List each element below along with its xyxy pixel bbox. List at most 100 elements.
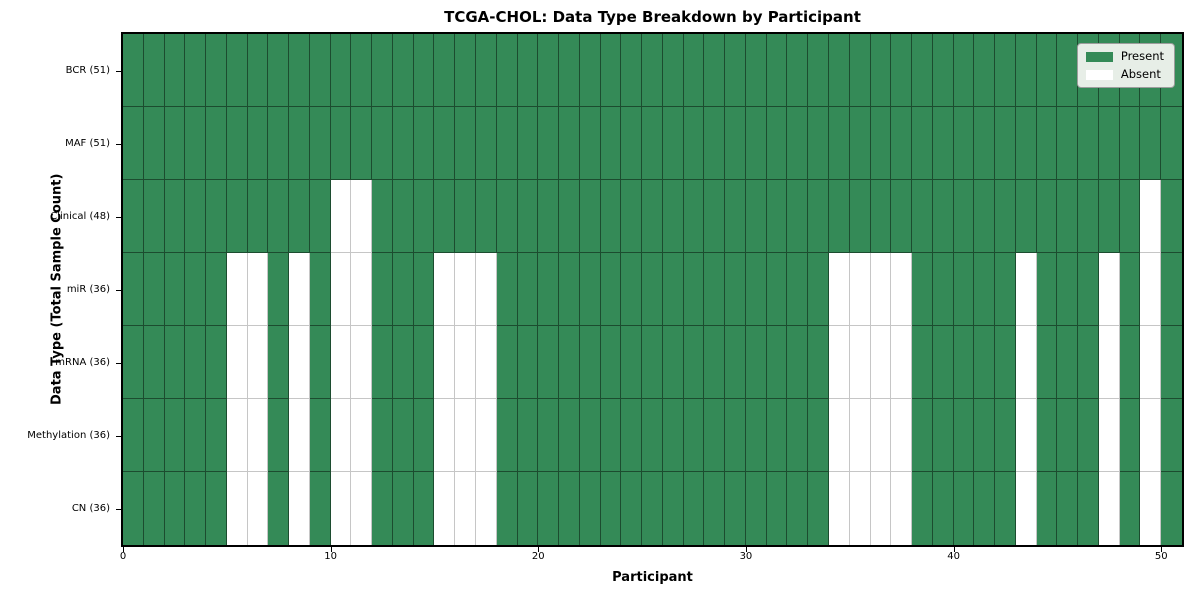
y-tick-mark <box>116 508 121 510</box>
heatmap-cell <box>413 34 435 107</box>
heatmap-cell <box>455 34 476 107</box>
heatmap-cell <box>891 34 913 107</box>
heatmap-cell <box>1015 472 1037 545</box>
heatmap-cell <box>164 326 186 399</box>
heatmap-cell <box>1098 472 1120 545</box>
heatmap-cell <box>434 107 456 180</box>
heatmap-cell <box>351 326 373 399</box>
heatmap-cell <box>683 34 705 107</box>
heatmap-cell <box>600 472 622 545</box>
heatmap-cell <box>1140 180 1162 253</box>
heatmap-cell <box>870 180 892 253</box>
heatmap-cell <box>766 472 788 545</box>
heatmap-cell <box>849 34 871 107</box>
heatmap-cell <box>185 399 207 472</box>
heatmap-cell <box>475 107 497 180</box>
heatmap-cell <box>289 399 310 472</box>
heatmap-cell <box>247 107 269 180</box>
heatmap-cell <box>662 399 684 472</box>
heatmap-cell <box>496 472 518 545</box>
heatmap-cell <box>828 180 850 253</box>
heatmap-cell <box>725 472 746 545</box>
heatmap-cell <box>766 34 788 107</box>
heatmap-cell <box>891 472 913 545</box>
heatmap-cell <box>1057 180 1079 253</box>
heatmap-cell <box>559 399 580 472</box>
heatmap-cell <box>1036 399 1058 472</box>
heatmap-cell <box>289 107 310 180</box>
heatmap-cell <box>1140 472 1162 545</box>
heatmap-cell <box>538 107 560 180</box>
heatmap-cell <box>1119 399 1141 472</box>
heatmap-cell <box>953 253 975 326</box>
heatmap-cell <box>351 399 373 472</box>
heatmap-cell <box>517 253 539 326</box>
heatmap-cell <box>330 472 352 545</box>
heatmap-cell <box>123 399 144 472</box>
heatmap-cell <box>289 180 310 253</box>
heatmap-cell <box>725 326 746 399</box>
heatmap-cell <box>185 253 207 326</box>
heatmap-cell <box>662 107 684 180</box>
heatmap-cell <box>683 326 705 399</box>
heatmap-cell <box>268 326 290 399</box>
heatmap-cell <box>496 34 518 107</box>
heatmap-cell <box>870 326 892 399</box>
heatmap-cell <box>309 399 331 472</box>
heatmap-cell <box>787 180 809 253</box>
heatmap-cell <box>143 326 165 399</box>
heatmap-cell <box>413 180 435 253</box>
heatmap-cell <box>932 253 954 326</box>
heatmap-cell <box>600 326 622 399</box>
heatmap-cell <box>891 253 913 326</box>
heatmap-cell <box>123 253 144 326</box>
heatmap-cell <box>621 180 643 253</box>
heatmap-cell <box>206 326 227 399</box>
heatmap-cell <box>517 399 539 472</box>
heatmap-cell <box>372 326 393 399</box>
heatmap-cell <box>974 253 996 326</box>
heatmap-cell <box>309 180 331 253</box>
heatmap-cell <box>247 180 269 253</box>
heatmap-cell <box>704 180 726 253</box>
heatmap-cell <box>475 399 497 472</box>
heatmap-cell <box>662 326 684 399</box>
x-tick-mark <box>953 547 955 552</box>
heatmap-cell <box>1015 326 1037 399</box>
heatmap-cell <box>1057 107 1079 180</box>
heatmap-cell <box>559 472 580 545</box>
heatmap-cell <box>1119 472 1141 545</box>
heatmap-cell <box>372 253 393 326</box>
heatmap-cell <box>330 34 352 107</box>
heatmap-cell <box>268 180 290 253</box>
heatmap-cell <box>974 107 996 180</box>
x-tick-label: 10 <box>324 551 337 562</box>
heatmap-cell <box>787 253 809 326</box>
heatmap-cell <box>1015 399 1037 472</box>
heatmap-cell <box>392 34 414 107</box>
heatmap-cell <box>1161 472 1182 545</box>
heatmap-cell <box>828 253 850 326</box>
heatmap-cell <box>600 399 622 472</box>
heatmap-cell <box>642 326 663 399</box>
heatmap-cell <box>974 180 996 253</box>
heatmap-cell <box>330 180 352 253</box>
x-tick-label: 40 <box>947 551 960 562</box>
heatmap-cell <box>123 326 144 399</box>
heatmap-cell <box>434 326 456 399</box>
legend: Present Absent <box>1076 43 1175 88</box>
heatmap-cell <box>787 107 809 180</box>
heatmap-cell <box>1161 399 1182 472</box>
heatmap-cell <box>1098 180 1120 253</box>
heatmap-cell <box>185 34 207 107</box>
heatmap-cell <box>891 399 913 472</box>
heatmap-cell <box>226 180 248 253</box>
heatmap-cell <box>683 399 705 472</box>
heatmap-cell <box>372 34 393 107</box>
heatmap-cell <box>206 472 227 545</box>
heatmap-cell <box>1119 107 1141 180</box>
heatmap-cell <box>828 326 850 399</box>
heatmap-cell <box>538 34 560 107</box>
heatmap-cell <box>372 180 393 253</box>
heatmap-cell <box>289 34 310 107</box>
